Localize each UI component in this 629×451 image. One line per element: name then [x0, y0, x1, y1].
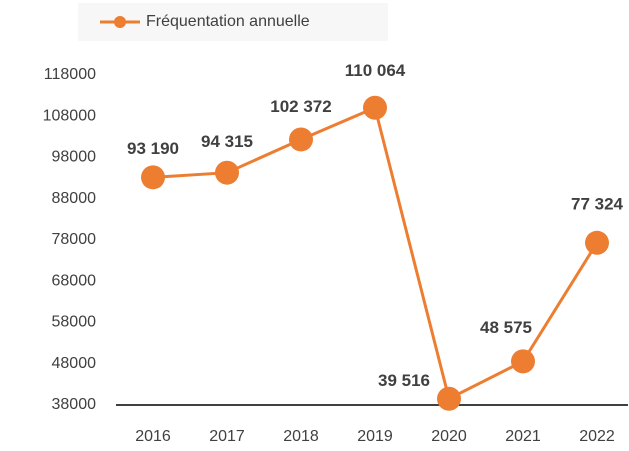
- data-point: [289, 127, 313, 152]
- data-label: 77 324: [571, 194, 624, 213]
- data-point: [363, 95, 387, 120]
- y-tick-label: 88000: [52, 190, 97, 207]
- y-tick-label: 78000: [52, 231, 97, 248]
- data-point: [585, 230, 609, 255]
- data-point: [437, 386, 461, 411]
- y-tick-label: 38000: [52, 396, 97, 413]
- data-label: 48 575: [480, 318, 532, 337]
- y-tick-label: 58000: [52, 314, 97, 331]
- x-tick-label: 2022: [579, 428, 615, 445]
- y-tick-label: 108000: [43, 107, 96, 124]
- data-point: [141, 165, 165, 190]
- data-label: 102 372: [270, 97, 331, 116]
- x-tick-label: 2021: [505, 428, 541, 445]
- y-tick-label: 48000: [52, 355, 97, 372]
- legend-marker: [114, 16, 126, 28]
- x-tick-label: 2017: [209, 428, 245, 445]
- y-tick-label: 98000: [52, 149, 97, 166]
- data-label: 39 516: [378, 371, 430, 390]
- data-point: [511, 349, 535, 374]
- data-label: 94 315: [201, 132, 253, 151]
- data-point: [215, 160, 239, 185]
- legend-label: Fréquentation annuelle: [146, 13, 310, 30]
- x-tick-label: 2016: [135, 428, 171, 445]
- x-tick-label: 2018: [283, 428, 319, 445]
- y-tick-label: 68000: [52, 272, 97, 289]
- data-label: 110 064: [345, 61, 406, 80]
- data-label: 93 190: [127, 139, 179, 158]
- y-tick-label: 118000: [44, 66, 96, 83]
- x-tick-label: 2019: [357, 428, 393, 445]
- x-tick-label: 2020: [431, 428, 467, 445]
